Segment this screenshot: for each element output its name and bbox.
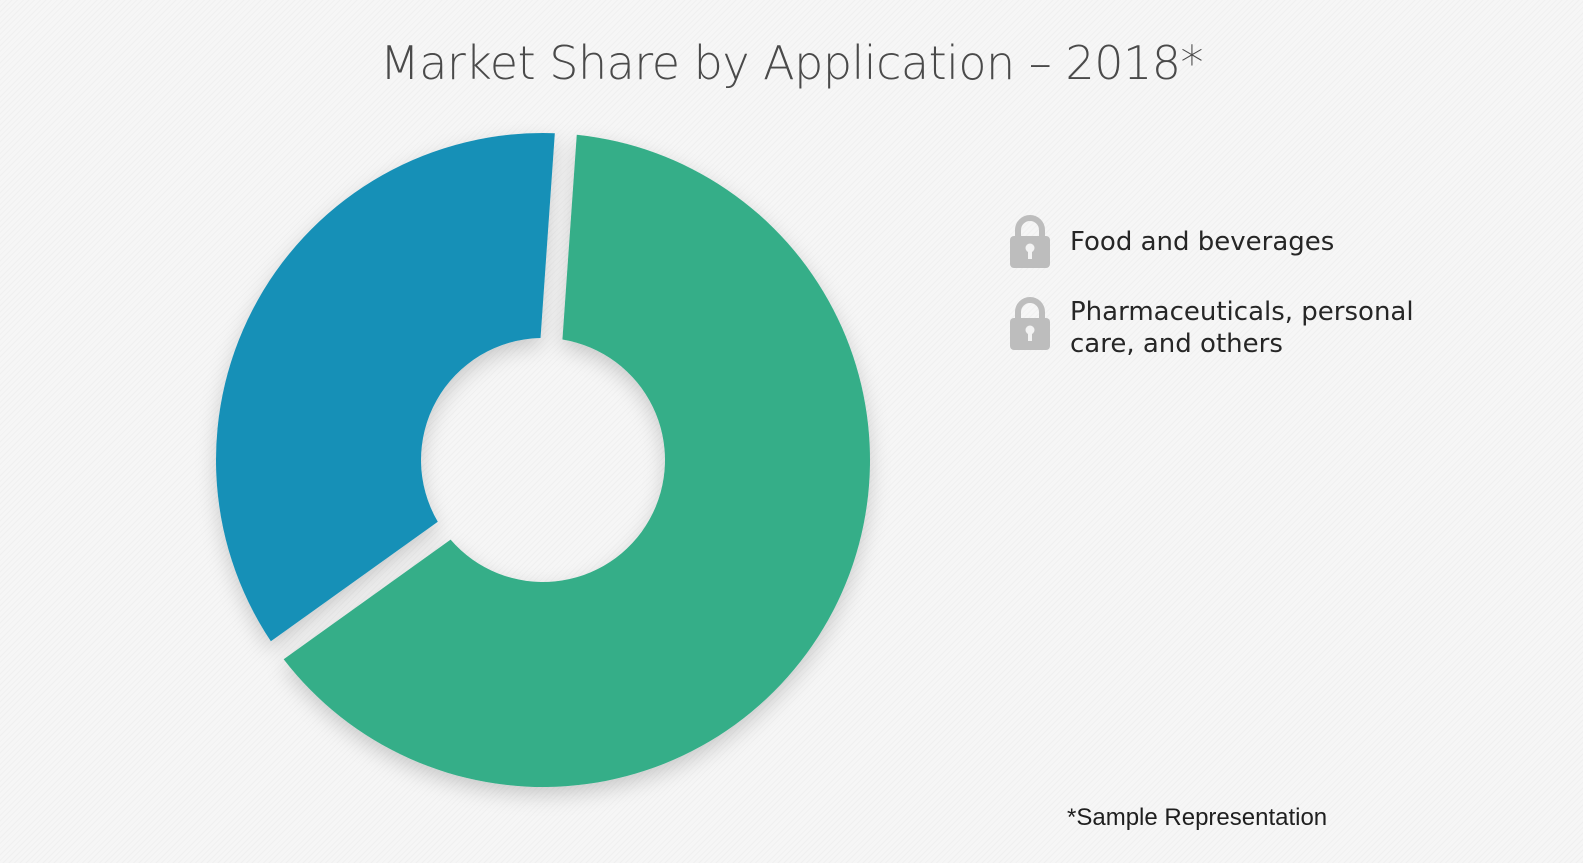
legend-item-food: Food and beverages xyxy=(1008,214,1478,270)
donut-slice-1 xyxy=(216,132,555,642)
donut-slice-0 xyxy=(283,134,870,787)
legend: Food and beverages Pharmaceuticals, pers… xyxy=(1008,214,1478,386)
lock-icon xyxy=(1010,297,1050,350)
legend-label-pharma: Pharmaceuticals, personal care, and othe… xyxy=(1070,297,1414,359)
legend-label-food: Food and beverages xyxy=(1070,227,1335,257)
donut-slices xyxy=(216,132,870,787)
footnote: *Sample Representation xyxy=(1067,804,1328,831)
lock-icon xyxy=(1010,215,1050,268)
legend-item-pharma: Pharmaceuticals, personal care, and othe… xyxy=(1008,296,1478,360)
chart-title: Market Share by Application – 2018* xyxy=(380,36,1204,90)
